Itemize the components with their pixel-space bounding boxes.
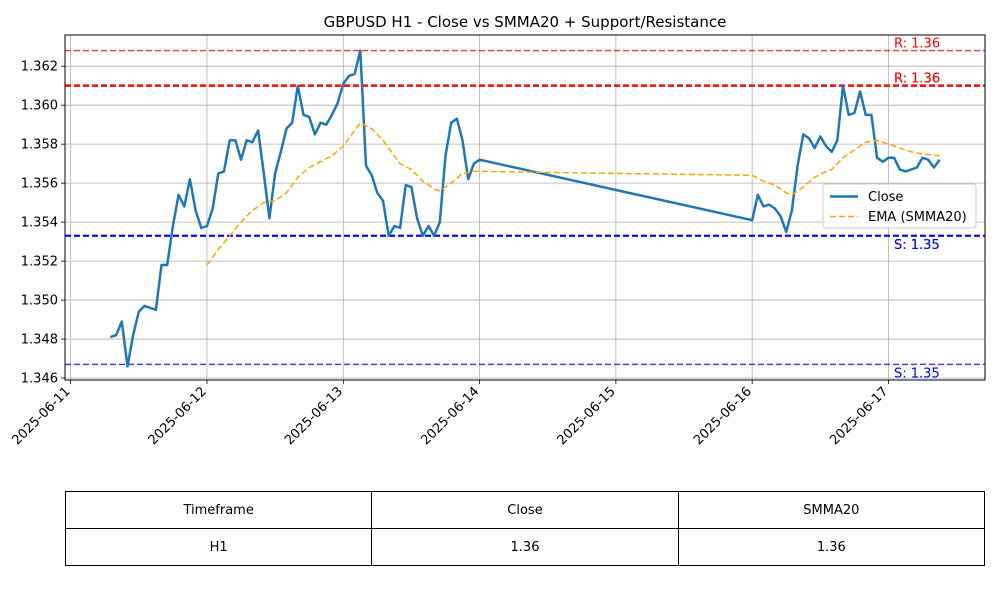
y-tick-label: 1.348 (21, 333, 58, 348)
table-row: H1 1.36 1.36 (64, 528, 986, 566)
x-tick-label: 2025-06-11 (9, 384, 73, 448)
y-tick-label: 1.360 (21, 99, 58, 114)
y-tick-label: 1.356 (21, 177, 58, 192)
series-line-smma20 (206, 121, 940, 266)
table-header-cell: Close (371, 491, 679, 529)
series-line-close (110, 49, 941, 368)
y-tick-label: 1.350 (21, 294, 58, 309)
table-cell: 1.36 (677, 528, 986, 566)
y-tick-label: 1.352 (21, 255, 58, 270)
x-tick-label: 2025-06-12 (146, 384, 210, 448)
x-tick-label: 2025-06-16 (691, 384, 755, 448)
y-tick-label: 1.362 (21, 60, 58, 75)
support-resistance-lines (65, 49, 985, 366)
x-tick-label: 2025-06-13 (282, 384, 346, 448)
resistance-level-label: R: 1.36 (894, 72, 940, 87)
y-tick-label: 1.346 (21, 372, 58, 387)
legend-label-close: Close (868, 190, 903, 205)
x-tick-label: 2025-06-14 (418, 384, 482, 448)
table-cell: H1 (64, 528, 373, 566)
grid-lines (65, 35, 985, 380)
plot-frame (64, 34, 986, 381)
table-header-cell: SMMA20 (677, 491, 986, 529)
table-cell: 1.36 (371, 528, 679, 566)
table-header-cell: Timeframe (64, 491, 373, 529)
y-axis: 1.346 1.348 1.350 1.352 1.354 1.356 1.358 1.360… (21, 60, 65, 387)
x-axis: 2025-06-11 2025-06-12 2025-06-13 2025-06-14… (9, 380, 891, 448)
table-header-row: Timeframe Close SMMA20 (64, 491, 986, 529)
legend-label-smma: EMA (SMMA20) (868, 210, 967, 225)
resistance-level-label: R: 1.36 (894, 72, 940, 87)
summary-table: Timeframe Close SMMA20 H1 1.36 1.36 (64, 491, 986, 566)
legend-box (822, 183, 977, 229)
legend: Close EMA (SMMA20) (822, 183, 977, 229)
series-lines (110, 49, 941, 368)
support-level-label: S: 1.35 (894, 238, 940, 253)
x-tick-label: 2025-06-17 (827, 384, 891, 448)
chart-svg: GBPUSD H1 - Close vs SMMA20 + Support/Re… (9, 13, 986, 448)
level-labels: R: 1.36R: 1.36R: 1.36S: 1.35S: 1.35S: 1.… (894, 37, 940, 382)
support-level-label: S: 1.35 (894, 366, 940, 381)
y-tick-label: 1.354 (21, 216, 58, 231)
y-tick-label: 1.358 (21, 138, 58, 153)
resistance-level-label: R: 1.36 (894, 37, 940, 52)
x-tick-label: 2025-06-15 (555, 384, 619, 448)
chart-title: GBPUSD H1 - Close vs SMMA20 + Support/Re… (324, 13, 727, 31)
support-level-label: S: 1.35 (894, 238, 940, 253)
